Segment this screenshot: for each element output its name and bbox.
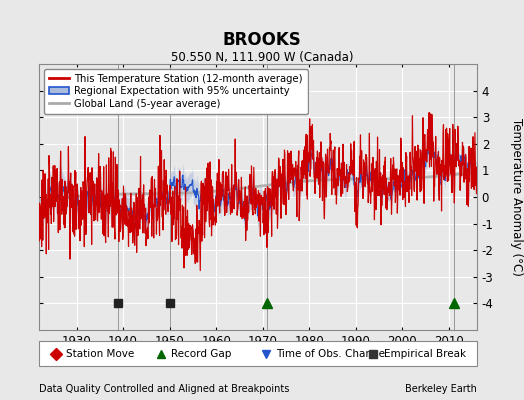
Text: Station Move: Station Move bbox=[67, 348, 135, 358]
Legend: This Temperature Station (12-month average), Regional Expectation with 95% uncer: This Temperature Station (12-month avera… bbox=[45, 69, 308, 114]
Text: BROOKS: BROOKS bbox=[223, 31, 301, 49]
Text: Empirical Break: Empirical Break bbox=[384, 348, 466, 358]
Text: Record Gap: Record Gap bbox=[171, 348, 232, 358]
Text: Time of Obs. Change: Time of Obs. Change bbox=[277, 348, 386, 358]
FancyBboxPatch shape bbox=[39, 341, 477, 366]
Text: Berkeley Earth: Berkeley Earth bbox=[405, 384, 477, 394]
Text: 50.550 N, 111.900 W (Canada): 50.550 N, 111.900 W (Canada) bbox=[171, 52, 353, 64]
Text: Data Quality Controlled and Aligned at Breakpoints: Data Quality Controlled and Aligned at B… bbox=[39, 384, 290, 394]
Y-axis label: Temperature Anomaly (°C): Temperature Anomaly (°C) bbox=[510, 118, 523, 276]
